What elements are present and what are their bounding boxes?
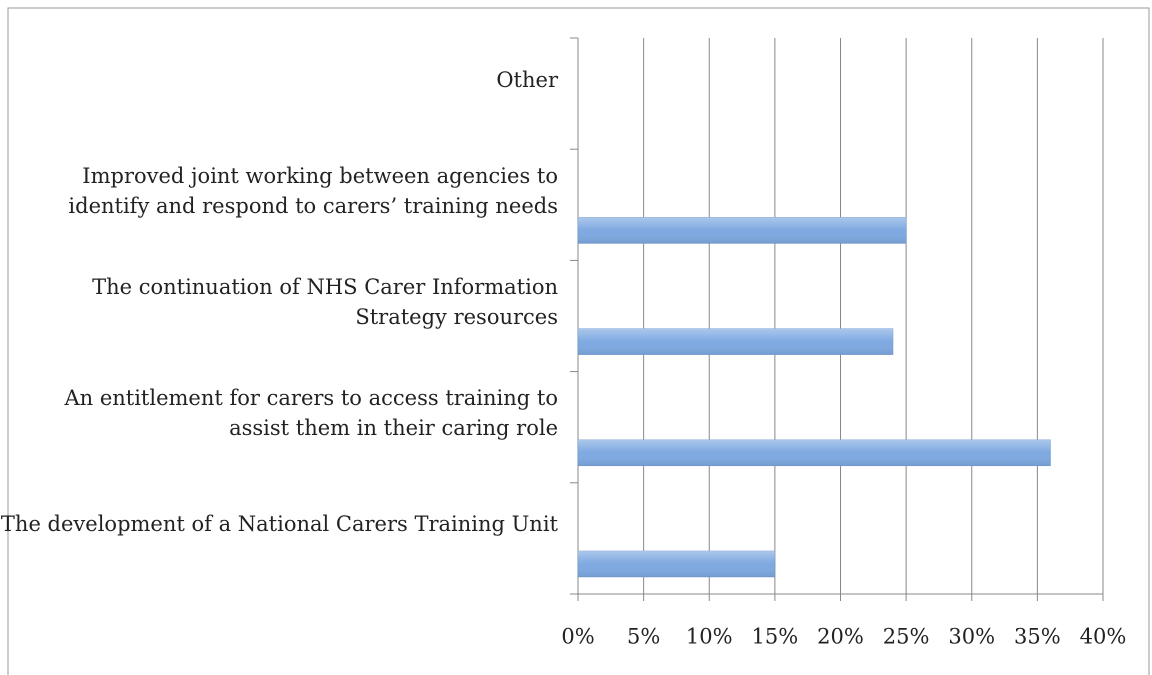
x-tick-label: 10%: [686, 625, 733, 649]
bar-shine: [578, 328, 893, 355]
x-tick-label: 25%: [883, 625, 930, 649]
x-tick-label: 0%: [561, 625, 594, 649]
chart-frame: [7, 7, 1150, 675]
y-tick-label: The development of a National Carers Tra…: [0, 512, 558, 537]
x-tick-label: 20%: [817, 625, 864, 649]
y-tick-label: The continuation of NHS Carer Informatio…: [92, 275, 558, 329]
y-tick-label: Improved joint working between agencies …: [68, 163, 558, 218]
bar-group: [577, 550, 776, 578]
bar-shine: [578, 217, 907, 244]
bar-group: [577, 439, 1051, 467]
bar-shine: [578, 551, 775, 577]
x-tick-label: 40%: [1080, 625, 1127, 649]
bar-shine: [578, 439, 1051, 466]
bar-group: [577, 328, 894, 355]
y-tick-label: Other: [496, 67, 558, 92]
x-tick-label: 35%: [1014, 625, 1061, 649]
x-tick-label: 30%: [948, 625, 995, 649]
x-tick-label: 15%: [752, 625, 799, 649]
y-tick-label: An entitlement for carers to access trai…: [64, 386, 558, 441]
x-tick-label: 5%: [627, 625, 660, 649]
bar-group: [577, 217, 907, 244]
